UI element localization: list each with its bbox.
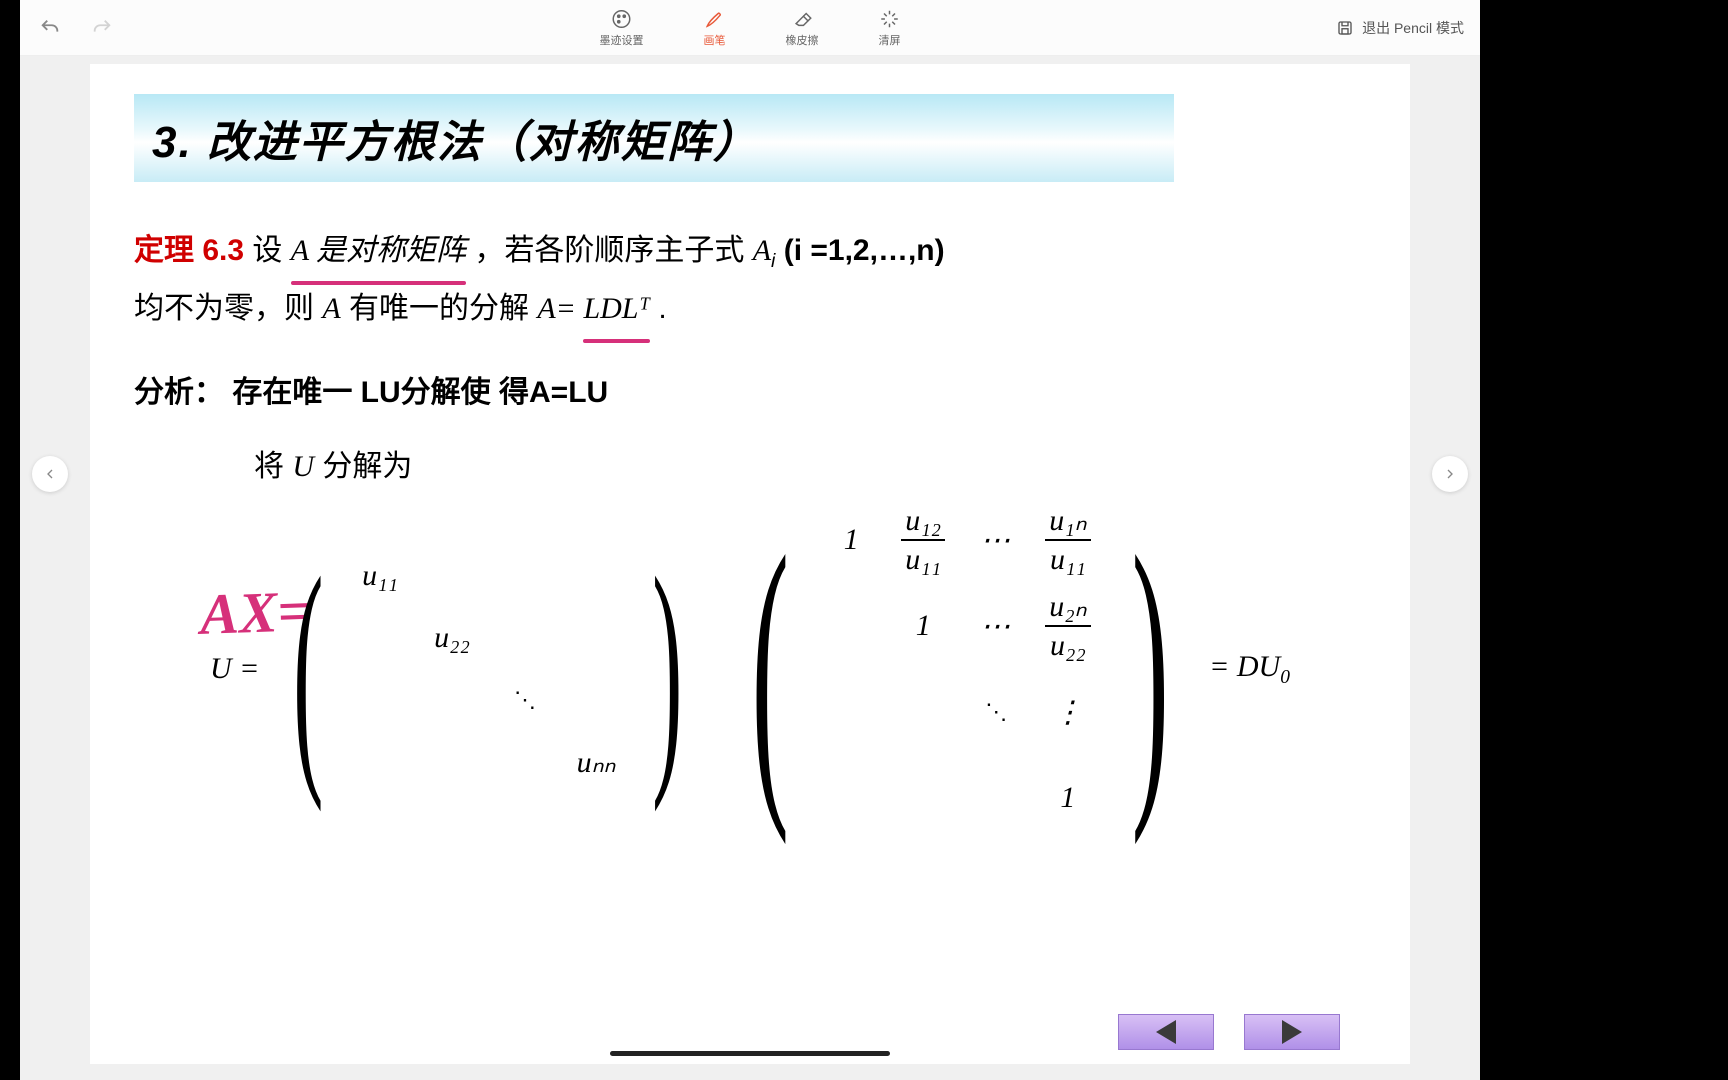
cell: uₙₙ — [574, 745, 618, 780]
tool-label: 橡皮擦 — [786, 32, 819, 48]
cell: 1 — [829, 523, 873, 557]
tool-brush[interactable]: 画笔 — [704, 8, 726, 48]
cell: u₂ₙu₂₂ — [1045, 590, 1090, 662]
title-bar: 3. 改进平方根法（对称矩阵） — [134, 94, 1174, 182]
triangle-left-icon — [1156, 1020, 1176, 1044]
text: 将 — [254, 450, 284, 483]
tool-eraser[interactable]: 橡皮擦 — [786, 8, 819, 48]
text: ，若各阶顺序主子式 — [474, 234, 752, 267]
text: LDLᵀ — [583, 292, 650, 325]
text: u₁₁ — [1050, 541, 1086, 576]
chevron-right-icon — [1442, 466, 1458, 482]
toolbar-history — [36, 14, 116, 42]
underlined-phrase: LDLᵀ — [583, 280, 650, 337]
text: A — [753, 234, 771, 267]
rparen-icon: ) — [652, 539, 682, 799]
underlined-phrase: A 是对称矩阵 — [291, 222, 466, 279]
text: 有唯一的分解 — [349, 292, 529, 325]
cell: u₁₁ — [358, 559, 402, 593]
cell: ⋯ — [973, 609, 1017, 644]
decompose-line: 将 U 分解为 — [254, 441, 1366, 485]
exit-label: 退出 Pencil 模式 — [1362, 18, 1464, 38]
tool-stroke-settings[interactable]: 墨迹设置 — [600, 8, 644, 48]
eraser-icon — [791, 8, 813, 30]
matrix-equation: U = ( u₁₁ u₂₂ ⋱ uₙₙ ) ( 1 u₁₂u₁₁ ⋯ u₁ₙu₁… — [134, 503, 1366, 835]
rparen-icon: ) — [1131, 509, 1168, 829]
lparen-icon: ( — [294, 539, 324, 799]
chevron-left-icon — [42, 466, 58, 482]
slide-nav — [1118, 1014, 1340, 1050]
canvas-area: 3. 改进平方根法（对称矩阵） 定理 6.3 设 A 是对称矩阵 ，若各阶顺序主… — [20, 56, 1480, 1080]
text: u₁₁ — [905, 541, 941, 576]
tool-label: 墨迹设置 — [600, 32, 644, 48]
toolbar-tools: 墨迹设置 画笔 橡皮擦 清屏 — [600, 8, 901, 48]
triangle-right-icon — [1282, 1020, 1302, 1044]
text: 存在唯一 LU分解使 得A=LU — [232, 376, 608, 409]
app-frame: 墨迹设置 画笔 橡皮擦 清屏 退出 Pencil 模式 — [20, 0, 1480, 1080]
slide-next-button[interactable] — [1244, 1014, 1340, 1050]
tool-label: 画笔 — [704, 32, 726, 48]
tool-label: 清屏 — [879, 32, 901, 48]
text: = DU — [1209, 650, 1280, 683]
text: U — [292, 450, 314, 483]
text: U = — [210, 652, 259, 686]
toolbar: 墨迹设置 画笔 橡皮擦 清屏 退出 Pencil 模式 — [20, 0, 1480, 56]
page-next-button[interactable] — [1432, 456, 1468, 492]
page-prev-button[interactable] — [32, 456, 68, 492]
cell: 1 — [1046, 781, 1090, 815]
cell: ⋱ — [502, 687, 546, 713]
cell: u₂₂ — [430, 621, 474, 655]
sparkle-icon — [879, 8, 901, 30]
slide: 3. 改进平方根法（对称矩阵） 定理 6.3 设 A 是对称矩阵 ，若各阶顺序主… — [90, 64, 1410, 1064]
text: (i =1,2,…,n) — [784, 234, 945, 267]
text: u₂₂ — [1050, 627, 1086, 662]
text: 设 — [252, 234, 290, 267]
text: A — [322, 292, 340, 325]
slide-title: 3. 改进平方根法（对称矩阵） — [152, 106, 1156, 170]
exit-pencil-button[interactable]: 退出 Pencil 模式 — [1336, 18, 1464, 38]
theorem-label: 定理 6.3 — [134, 234, 244, 267]
text: A 是对称矩阵 — [291, 234, 466, 267]
cell: ⋱ — [973, 699, 1017, 725]
text: 分析： — [134, 376, 224, 409]
text: . — [658, 292, 666, 325]
text: 0 — [1280, 667, 1290, 688]
theorem-text: 定理 6.3 设 A 是对称矩阵 ，若各阶顺序主子式 Ai (i =1,2,…,… — [134, 222, 1366, 337]
redo-button[interactable] — [88, 14, 116, 42]
text: 均不为零，则 — [134, 292, 322, 325]
undo-button[interactable] — [36, 14, 64, 42]
save-icon — [1336, 19, 1354, 37]
text: 分解为 — [322, 450, 412, 483]
tool-clear[interactable]: 清屏 — [879, 8, 901, 48]
text: u₁ₙ — [1045, 504, 1090, 541]
palette-icon — [611, 8, 633, 30]
home-indicator[interactable] — [610, 1051, 890, 1056]
matrix-U0: 1 u₁₂u₁₁ ⋯ u₁ₙu₁₁ 1 ⋯ u₂ₙu₂₂ ⋱ ⋮ 1 — [829, 503, 1090, 835]
text: i — [771, 250, 775, 272]
cell: ⋯ — [973, 523, 1017, 558]
text: u₂ₙ — [1045, 590, 1090, 627]
matrix-D: u₁₁ u₂₂ ⋱ uₙₙ — [358, 551, 618, 787]
text: A= — [537, 292, 583, 325]
cell: 1 — [901, 609, 945, 643]
cell: u₁ₙu₁₁ — [1045, 504, 1090, 576]
lparen-icon: ( — [751, 509, 788, 829]
text: = DU0 — [1209, 650, 1290, 689]
brush-icon — [704, 8, 726, 30]
slide-prev-button[interactable] — [1118, 1014, 1214, 1050]
cell: u₁₂u₁₁ — [901, 504, 945, 576]
cell: ⋮ — [1046, 695, 1090, 730]
text: u₁₂ — [901, 504, 945, 541]
analysis-line: 分析： 存在唯一 LU分解使 得A=LU — [134, 367, 1366, 411]
